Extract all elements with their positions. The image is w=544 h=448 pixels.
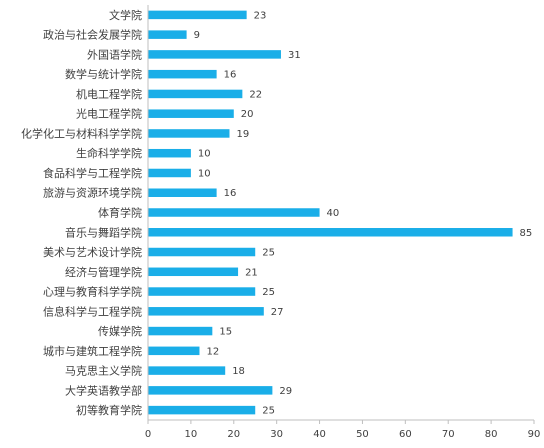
bar: [148, 326, 213, 336]
x-tick-label: 30: [270, 429, 283, 440]
bars-layer: [148, 10, 513, 415]
bar: [148, 10, 247, 20]
category-label: 初等教育学院: [76, 403, 142, 417]
bar: [148, 208, 320, 217]
value-label: 25: [262, 248, 275, 259]
category-label: 马克思主义学院: [65, 364, 142, 378]
value-label: 9: [194, 30, 200, 41]
bar: [148, 109, 234, 118]
bar: [148, 405, 256, 415]
value-label: 19: [236, 129, 249, 140]
category-label: 光电工程学院: [76, 107, 142, 121]
value-label: 29: [279, 386, 292, 397]
value-label: 22: [249, 89, 262, 100]
category-label: 旅游与资源环境学院: [43, 186, 142, 200]
value-label: 21: [245, 267, 258, 278]
category-label: 经济与管理学院: [65, 265, 142, 279]
bar: [148, 30, 187, 39]
bar: [148, 228, 513, 237]
category-label: 传媒学院: [98, 324, 142, 338]
value-label: 27: [271, 307, 284, 318]
category-label: 数学与统计学院: [65, 67, 142, 81]
value-label: 40: [327, 208, 340, 219]
category-label: 心理与教育科学学院: [43, 285, 142, 299]
value-label: 18: [232, 366, 245, 377]
category-label: 外国语学院: [87, 47, 142, 61]
value-label: 12: [206, 346, 219, 357]
bar: [148, 188, 217, 197]
x-tick-label: 90: [528, 429, 541, 440]
category-label: 机电工程学院: [76, 87, 142, 101]
x-tick-label: 20: [227, 429, 240, 440]
value-label: 23: [254, 10, 267, 21]
category-label: 生命科学学院: [76, 146, 142, 160]
bar: [148, 129, 230, 138]
value-label: 10: [198, 149, 211, 160]
value-label: 16: [224, 70, 237, 81]
bar: [148, 50, 281, 59]
bar: [148, 307, 264, 316]
x-tick-label: 50: [356, 429, 369, 440]
x-tick-label: 40: [313, 429, 326, 440]
bar: [148, 267, 239, 277]
value-label: 16: [224, 188, 237, 199]
category-label: 大学英语教学部: [65, 383, 142, 397]
x-tick-label: 0: [145, 429, 151, 440]
category-label: 美术与艺术设计学院: [43, 245, 142, 259]
category-label: 体育学院: [98, 206, 142, 220]
value-label: 85: [520, 228, 533, 239]
axes: 0 10 20 30 40 50 60 70 80 90: [145, 5, 541, 440]
category-label: 食品科学与工程学院: [43, 166, 142, 180]
x-tick-label: 10: [185, 429, 198, 440]
bar: [148, 69, 217, 79]
bar: [148, 89, 243, 99]
bar: [148, 386, 273, 395]
value-label: 10: [198, 168, 211, 179]
x-tick-label: 70: [442, 429, 455, 440]
bar: [148, 148, 191, 158]
category-label: 化学化工与材料科学学院: [21, 126, 142, 140]
category-label: 音乐与舞蹈学院: [65, 225, 142, 239]
bar: [148, 346, 200, 356]
bar: [148, 366, 226, 375]
value-label: 25: [262, 287, 275, 298]
bar: [148, 287, 256, 296]
bar: [148, 247, 256, 257]
category-label: 城市与建筑工程学院: [43, 344, 142, 358]
x-tick-label: 80: [485, 429, 498, 440]
category-label: 信息科学与工程学院: [43, 304, 142, 318]
category-label: 文学院: [109, 8, 142, 22]
value-label: 15: [219, 327, 232, 338]
category-labels: 文学院政治与社会发展学院外国语学院数学与统计学院机电工程学院光电工程学院化学化工…: [21, 8, 142, 417]
bar: [148, 168, 191, 178]
value-label: 25: [262, 406, 275, 417]
value-label: 31: [288, 50, 301, 61]
category-label: 政治与社会发展学院: [43, 28, 142, 42]
x-tick-label: 60: [399, 429, 412, 440]
value-label: 20: [241, 109, 254, 120]
